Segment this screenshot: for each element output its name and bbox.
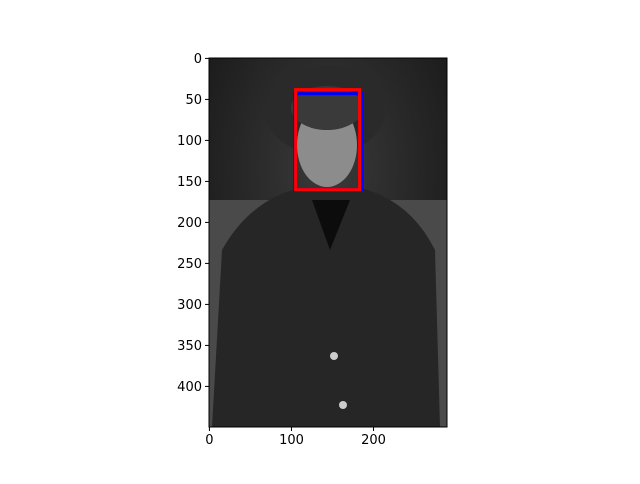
x-tick-label: 100 xyxy=(279,433,304,448)
y-tick-label: 50 xyxy=(185,93,202,108)
x-tick-label: 200 xyxy=(361,433,386,448)
y-tick-label: 350 xyxy=(177,339,202,354)
y-tick-label: 250 xyxy=(177,257,202,272)
y-tick-label: 0 xyxy=(194,52,202,67)
x-tick-label: 0 xyxy=(205,433,213,448)
y-tick-label: 150 xyxy=(177,175,202,190)
photo xyxy=(209,58,447,427)
bounding-box xyxy=(294,88,362,192)
axes-frame xyxy=(208,57,448,428)
y-tick-label: 200 xyxy=(177,216,202,231)
y-tick-label: 100 xyxy=(177,134,202,149)
y-tick-label: 400 xyxy=(177,380,202,395)
y-tick-label: 300 xyxy=(177,298,202,313)
